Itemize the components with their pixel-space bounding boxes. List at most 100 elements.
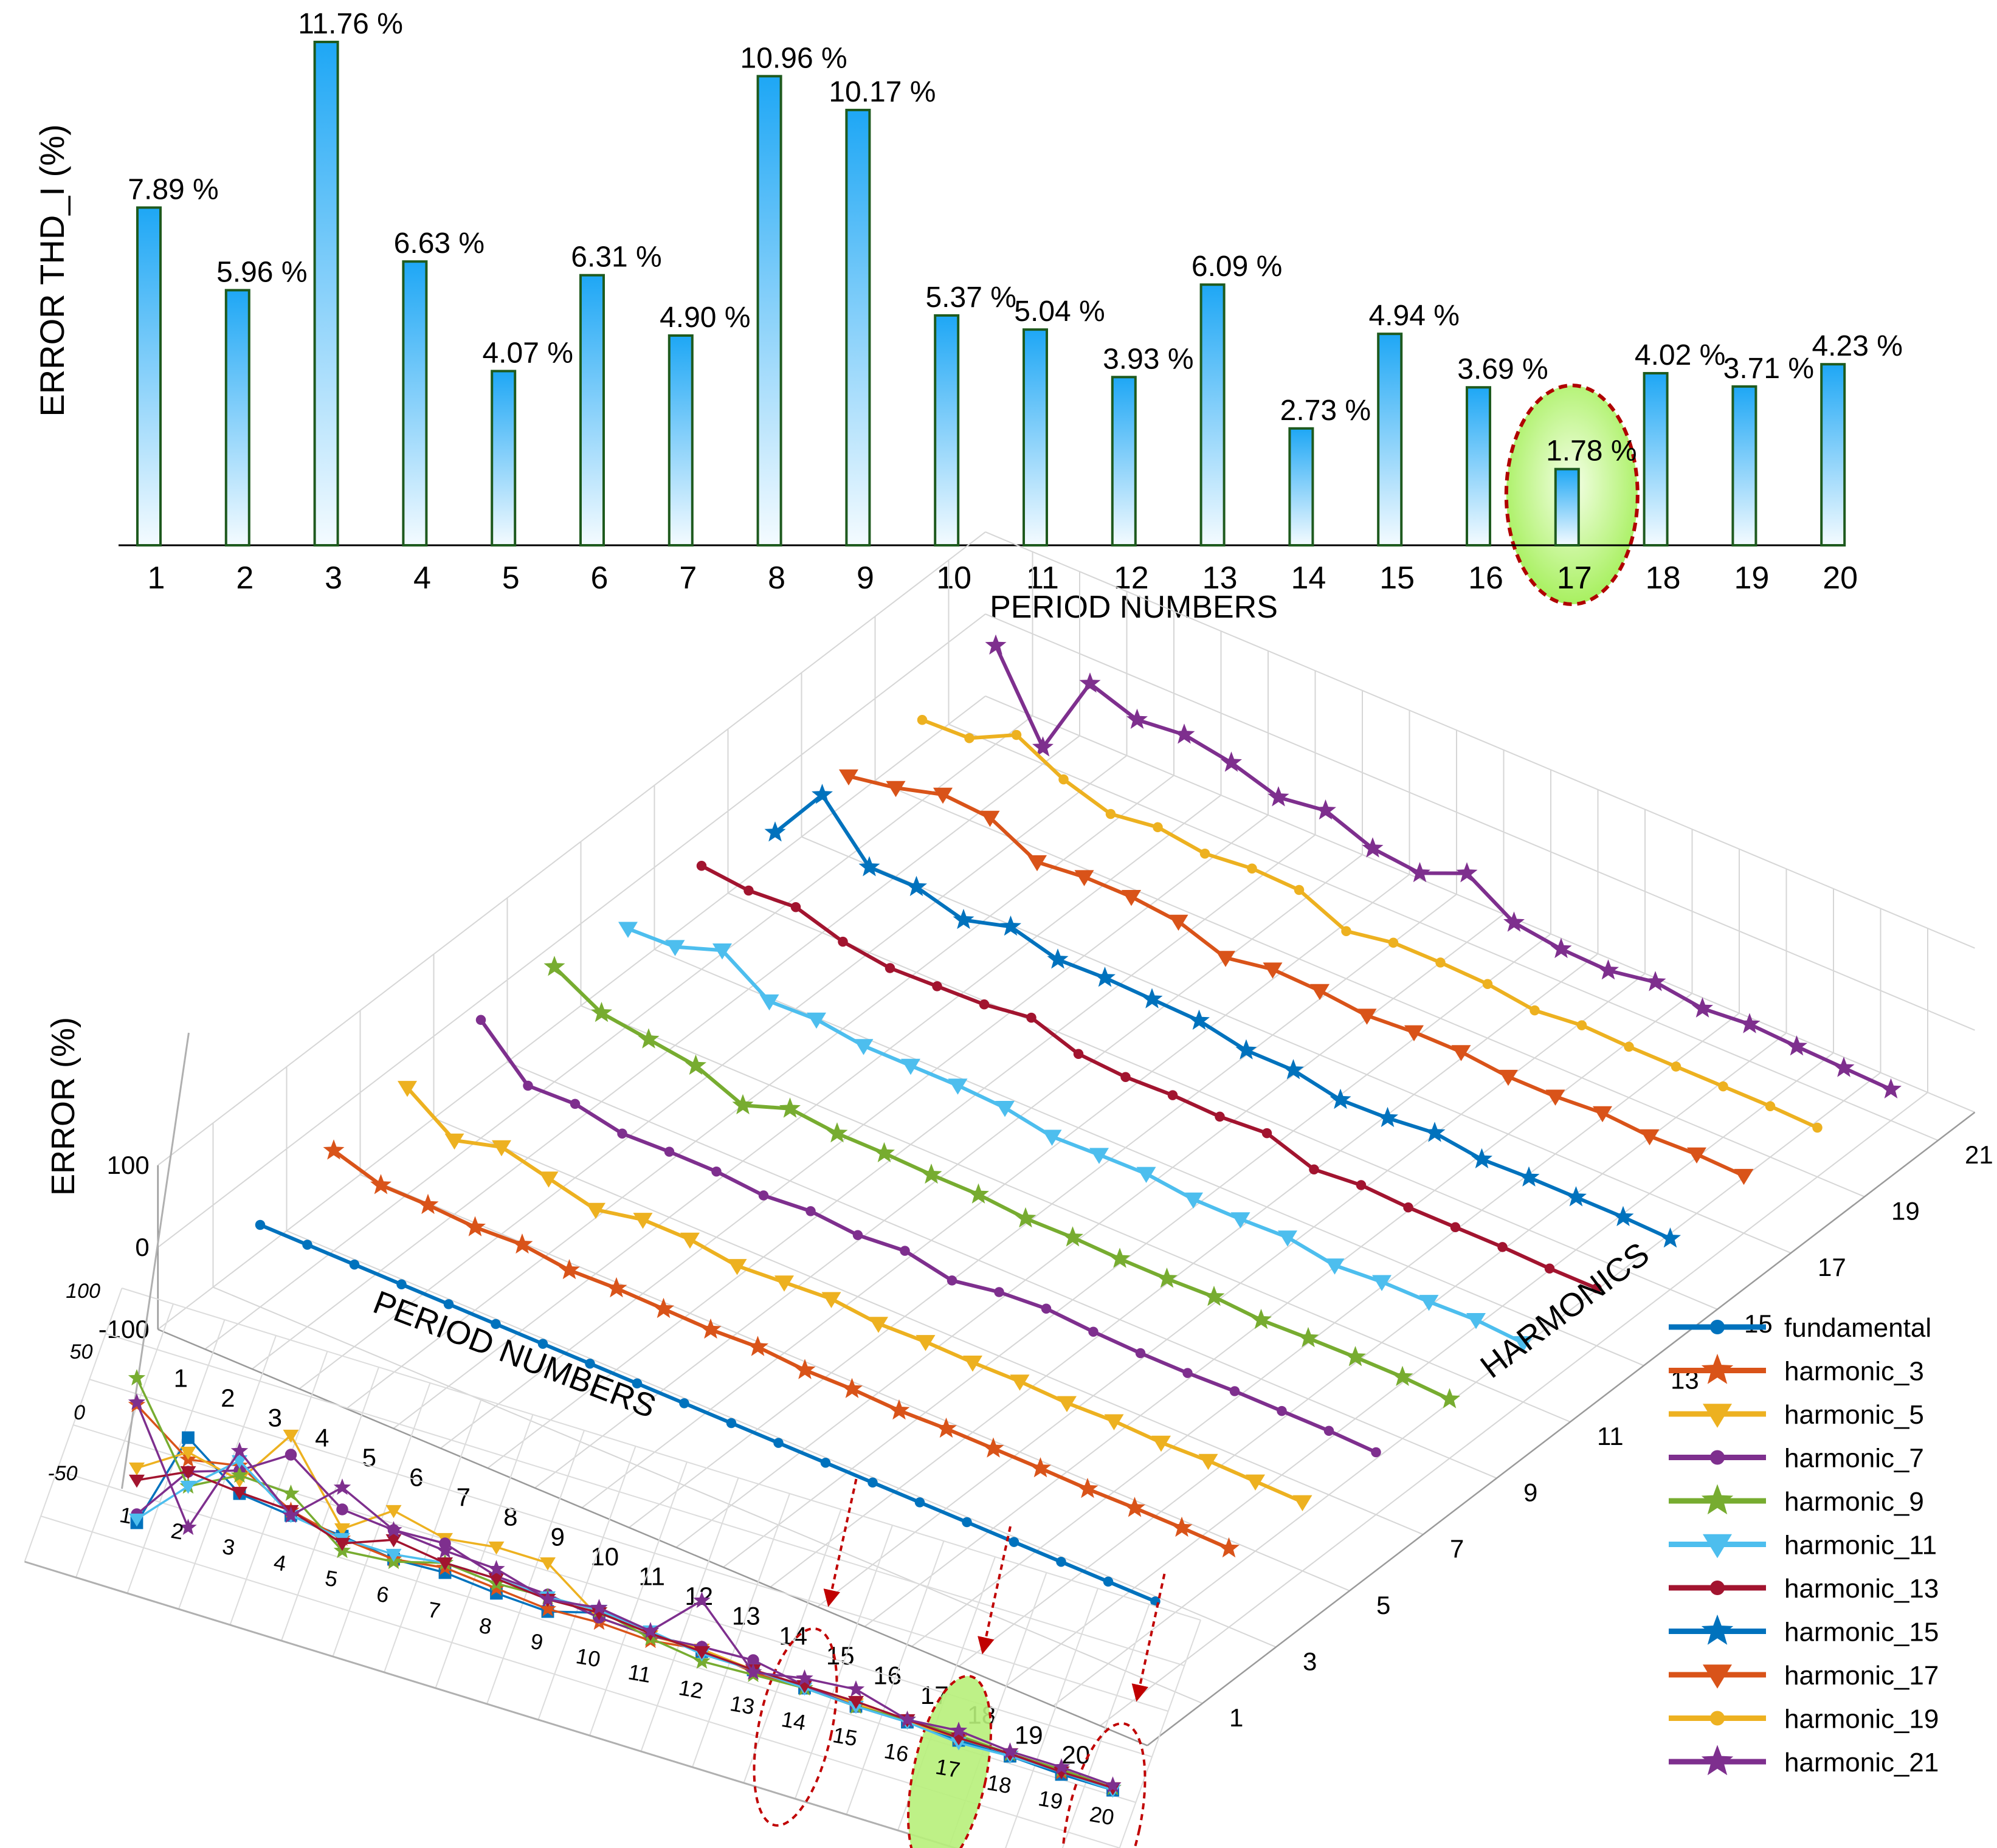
data-point xyxy=(805,1206,816,1216)
grid-line xyxy=(157,531,986,1166)
inset-data-point xyxy=(436,1542,454,1559)
data-point xyxy=(979,999,990,1010)
harmonic-tick-label: 17 xyxy=(1818,1253,1846,1281)
bar xyxy=(756,75,782,546)
bar-value-label: 4.94 % xyxy=(1368,300,1459,332)
data-point xyxy=(1497,1242,1508,1252)
bar-value-label: 4.23 % xyxy=(1812,330,1902,362)
data-point xyxy=(1026,1012,1036,1023)
inset-data-point xyxy=(847,1680,865,1697)
legend-item-harmonic_21: harmonic_21 xyxy=(1669,1745,1939,1777)
data-point xyxy=(559,1259,580,1280)
inset-z-tick-label: -50 xyxy=(47,1462,77,1485)
data-point xyxy=(1315,799,1336,820)
legend-marker xyxy=(1703,1664,1732,1689)
bar-value-label: 6.63 % xyxy=(394,227,485,260)
x-tick-label: 20 xyxy=(1061,1740,1090,1769)
grid-line xyxy=(1052,1072,1881,1707)
data-point xyxy=(1545,1089,1565,1106)
bar-value-label: 2.73 % xyxy=(1280,395,1371,427)
inset-data-point xyxy=(385,1534,402,1548)
grid-line xyxy=(770,953,1599,1588)
data-point xyxy=(570,1098,581,1109)
data-point xyxy=(1294,884,1305,895)
series-harmonic_19 xyxy=(917,715,1823,1133)
inset-data-point xyxy=(1001,1742,1019,1759)
inset-x-tick-label: 17 xyxy=(934,1754,962,1782)
data-point xyxy=(539,1171,559,1188)
grid-line xyxy=(440,814,1269,1449)
data-point xyxy=(398,1081,417,1097)
inset-x-tick-label: 19 xyxy=(1036,1785,1065,1814)
bar-value-label: 3.93 % xyxy=(1103,343,1193,375)
legend-item-harmonic_7: harmonic_7 xyxy=(1669,1444,1924,1474)
data-point xyxy=(933,787,953,804)
data-point xyxy=(1734,1168,1754,1185)
data-point xyxy=(586,1202,605,1219)
inset-data-point xyxy=(437,1557,453,1571)
harmonic-tick-label: 21 xyxy=(1965,1140,1993,1169)
data-point xyxy=(1168,914,1188,931)
inset-data-point xyxy=(129,1513,145,1527)
bar-x-tick-label: 8 xyxy=(768,560,785,596)
legend-item-harmonic_15: harmonic_15 xyxy=(1669,1614,1939,1647)
data-point xyxy=(443,1299,454,1309)
data-point xyxy=(726,1418,737,1429)
data-point xyxy=(1151,1435,1171,1452)
data-point xyxy=(1027,855,1047,872)
data-point xyxy=(1167,1090,1178,1100)
inset-data-point xyxy=(848,1695,864,1709)
data-point xyxy=(1136,1167,1156,1184)
legend-item-harmonic_11: harmonic_11 xyxy=(1669,1531,1937,1560)
inset-data-point xyxy=(744,1663,762,1680)
inset-data-point xyxy=(128,1369,146,1386)
inset-arrow xyxy=(978,1526,1012,1655)
data-point xyxy=(370,1174,391,1195)
series-line xyxy=(848,774,1745,1177)
bar xyxy=(934,314,960,546)
x-tick-label: 2 xyxy=(221,1384,235,1412)
legend-item-harmonic_19: harmonic_19 xyxy=(1669,1705,1939,1734)
data-point xyxy=(605,1277,627,1298)
grid-line xyxy=(581,1005,1571,1422)
bar-value-label: 3.69 % xyxy=(1457,353,1548,385)
inset-x-tick-label: 11 xyxy=(626,1659,653,1688)
data-point xyxy=(1325,1258,1345,1275)
x-tick-label: 9 xyxy=(551,1522,565,1551)
3d-grid xyxy=(157,531,1976,1746)
data-point xyxy=(1173,723,1195,744)
legend-marker xyxy=(1710,1581,1725,1595)
x-tick-label: 3 xyxy=(268,1404,282,1432)
data-point xyxy=(774,1275,794,1292)
data-point xyxy=(1576,1020,1587,1030)
data-point xyxy=(841,1377,863,1398)
data-point xyxy=(1310,984,1330,1001)
data-point xyxy=(1042,1129,1062,1146)
data-point xyxy=(985,634,1007,655)
data-point xyxy=(1409,862,1430,883)
series-line xyxy=(627,926,1524,1345)
inset-data-point xyxy=(180,1446,196,1460)
inset-data-point xyxy=(128,1393,146,1410)
data-point xyxy=(968,1183,989,1204)
data-point xyxy=(1079,672,1101,693)
bar-value-label: 4.90 % xyxy=(660,302,750,334)
grid-line xyxy=(985,695,1975,1113)
harmonic-tick-label: 7 xyxy=(1450,1534,1464,1563)
data-point xyxy=(914,1497,925,1508)
legend-label: harmonic_7 xyxy=(1784,1444,1924,1474)
bar-value-label: 7.89 % xyxy=(128,173,218,205)
data-point xyxy=(936,1417,957,1438)
data-point xyxy=(1126,708,1148,729)
grid-line xyxy=(875,780,1865,1198)
data-point xyxy=(665,940,685,956)
legend-label: harmonic_11 xyxy=(1784,1531,1937,1560)
x-tick-label: 4 xyxy=(315,1423,329,1452)
inset-data-point xyxy=(950,1722,968,1739)
bar-value-label: 6.09 % xyxy=(1192,250,1282,283)
series-fundamental xyxy=(255,1219,1161,1607)
data-point xyxy=(982,1437,1004,1458)
data-point xyxy=(888,1399,910,1420)
axis-edge xyxy=(1147,1111,1976,1746)
